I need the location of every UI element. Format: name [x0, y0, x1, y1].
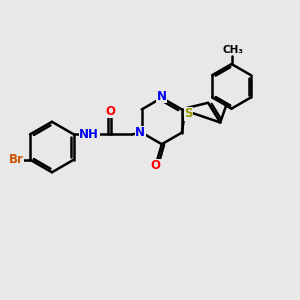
Text: O: O — [106, 105, 116, 118]
Text: N: N — [157, 90, 167, 103]
Text: S: S — [184, 107, 193, 120]
Text: CH₃: CH₃ — [223, 45, 244, 55]
Text: N: N — [135, 126, 145, 139]
Text: Br: Br — [9, 153, 23, 166]
Text: NH: NH — [79, 128, 99, 141]
Text: O: O — [151, 159, 161, 172]
